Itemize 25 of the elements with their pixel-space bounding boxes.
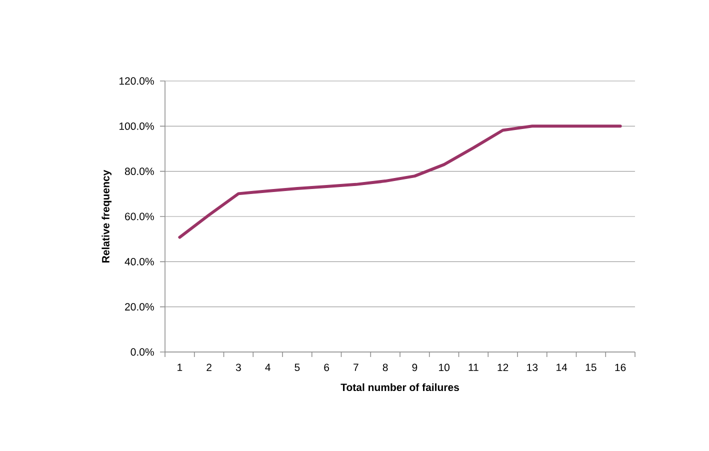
y-tick-label: 120.0% (119, 77, 154, 85)
x-tick-label: 4 (265, 364, 270, 371)
x-tick-label: 1 (178, 364, 182, 371)
y-tick-label: 80.0% (124, 168, 154, 176)
x-tick-label: 8 (382, 364, 388, 372)
y-tick-label: 60.0% (125, 212, 154, 220)
y-tick-label: 40.0% (124, 258, 154, 266)
x-tick-label: 11 (468, 364, 478, 371)
x-tick-label: 2 (206, 364, 212, 372)
x-tick-label: 12 (498, 364, 508, 372)
x-tick-label: 5 (294, 364, 300, 372)
y-tick-label: 20.0% (125, 303, 154, 311)
x-tick-label: 7 (354, 364, 358, 371)
x-tick-label: 14 (556, 364, 568, 371)
x-tick-label: 13 (527, 364, 538, 372)
y-axis-title: Relative frequency (102, 170, 112, 262)
x-tick-label: 9 (412, 364, 418, 372)
x-tick-label: 15 (586, 364, 596, 372)
x-tick-label: 10 (439, 364, 450, 372)
y-tick-label: 100.0% (119, 122, 154, 130)
x-axis-title: Total number of failures (340, 383, 459, 392)
x-tick-label: 6 (324, 364, 330, 372)
x-tick-label: 3 (236, 364, 241, 372)
y-tick-label: 0.0% (130, 348, 154, 356)
x-tick-label: 16 (615, 364, 626, 372)
